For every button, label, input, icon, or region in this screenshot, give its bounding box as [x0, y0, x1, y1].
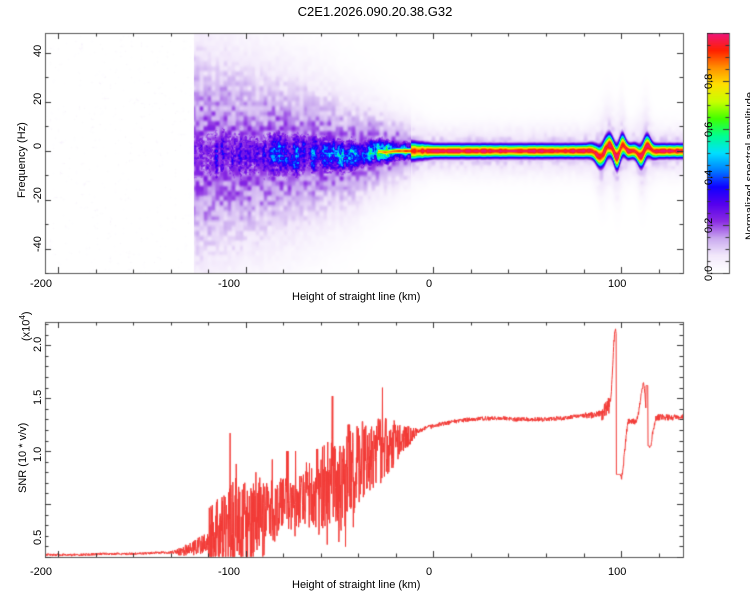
snr-xaxis-label: Height of straight line (km)	[292, 579, 421, 591]
snr-xtick--200: -200	[30, 566, 53, 578]
snr-xtick-0: 0	[426, 566, 433, 578]
snr-xtick--100: -100	[218, 566, 241, 578]
snr-exponent-power: 4	[18, 315, 27, 320]
snr-yaxis-label: SNR (10 * v/v)	[17, 422, 29, 493]
snr-exponent-label: (x104)	[18, 311, 33, 341]
snr-xtick-100: 100	[608, 566, 627, 578]
snr-exponent-base: (x10	[20, 319, 33, 341]
snr-ytick-10: 1.0	[32, 446, 44, 462]
snr-ytick-05: 0.5	[32, 529, 44, 545]
snr-ytick-15: 1.5	[32, 389, 44, 405]
snr-exponent-close: )	[20, 311, 33, 316]
snr-ytick-20: 2.0	[32, 336, 44, 352]
